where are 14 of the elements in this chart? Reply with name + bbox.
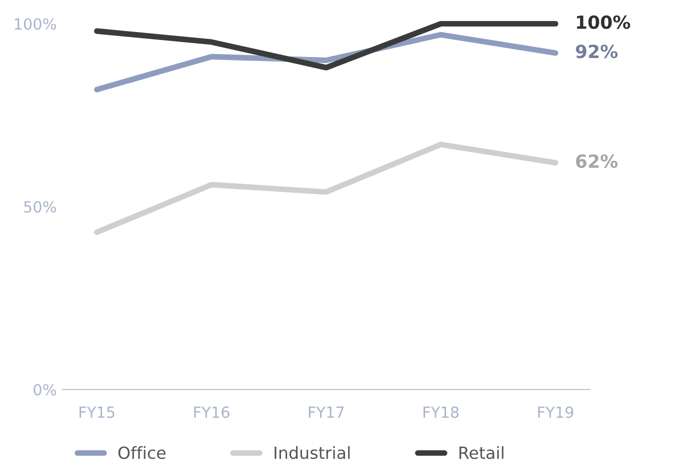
- y-tick-label: 100%: [14, 18, 56, 30]
- legend-label: Retail: [459, 446, 504, 460]
- x-tick-label: FY19: [538, 406, 574, 418]
- y-tick-label: 0%: [34, 384, 56, 396]
- x-tick-label: FY17: [308, 406, 344, 418]
- legend-label: Office: [118, 446, 166, 460]
- x-tick-label: FY16: [194, 406, 230, 418]
- x-tick-label: FY18: [424, 406, 459, 418]
- y-tick-label: 50%: [24, 201, 56, 213]
- data-label: 100%: [576, 15, 630, 29]
- legend-label: Industrial: [274, 446, 350, 460]
- x-tick-label: FY15: [80, 406, 114, 418]
- data-label: 92%: [576, 44, 618, 58]
- data-label: 62%: [576, 154, 618, 168]
